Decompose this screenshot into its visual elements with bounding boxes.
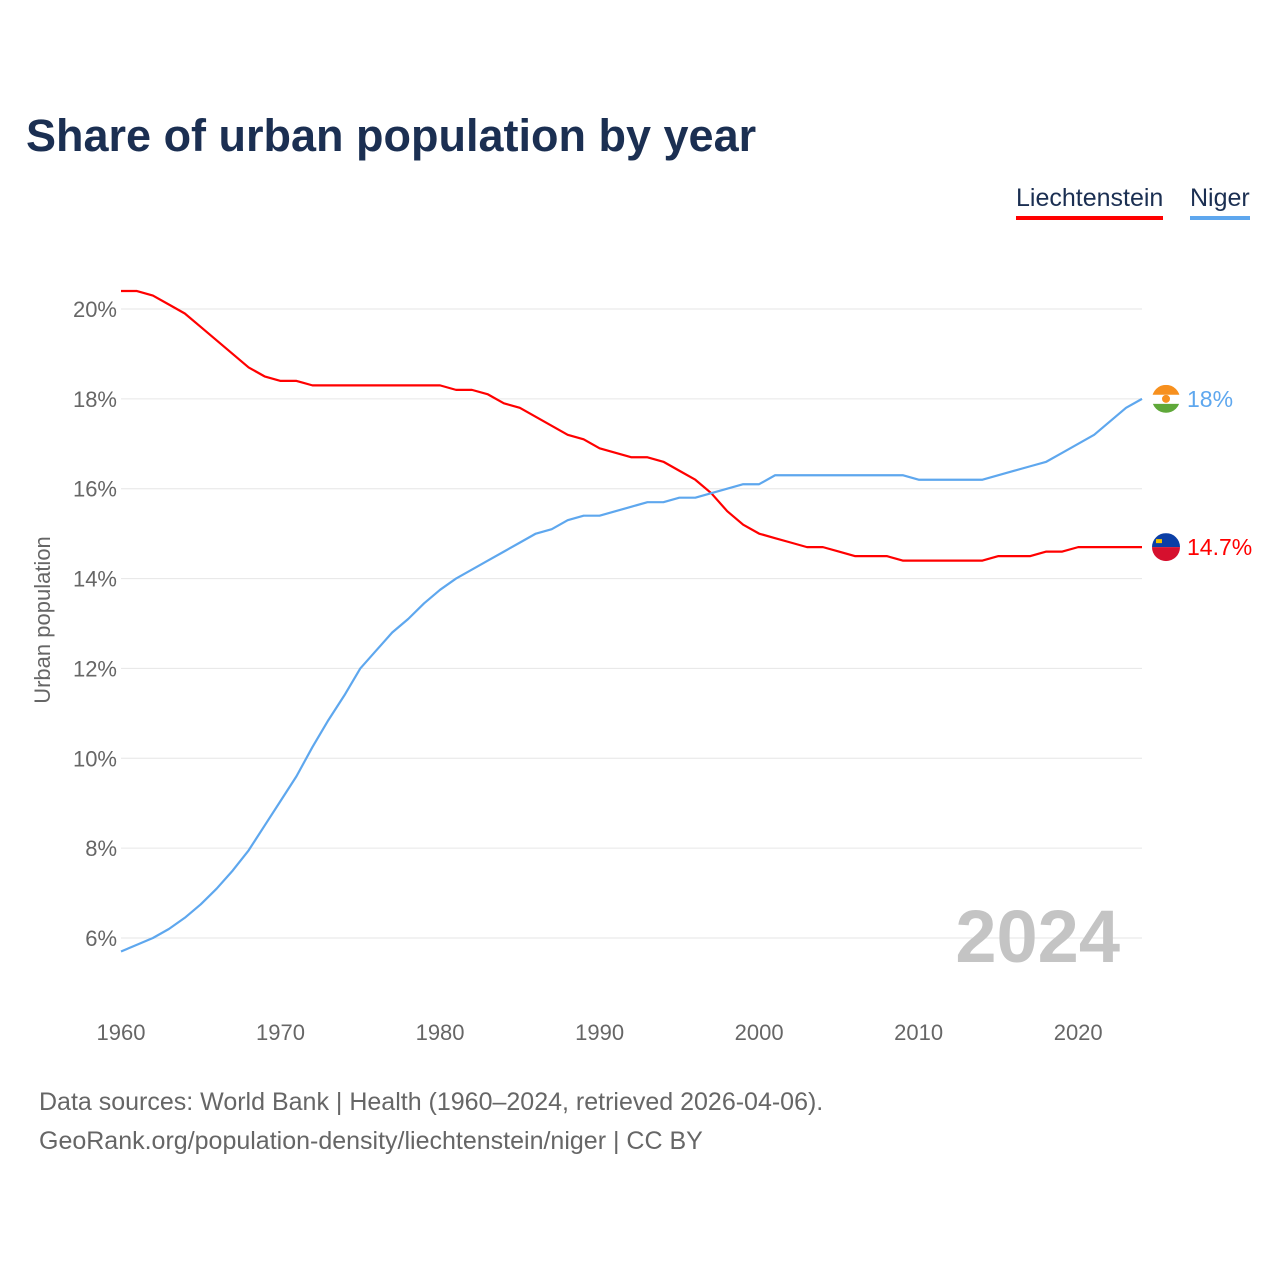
x-tick-label: 2020 (1054, 1020, 1103, 1045)
crown-icon (1156, 539, 1162, 544)
niger-flag-icon (1162, 394, 1170, 403)
x-tick-label: 1980 (416, 1020, 465, 1045)
y-tick-label: 18% (73, 387, 117, 412)
end-label-niger: 18% (1187, 386, 1233, 412)
x-tick-label: 1970 (256, 1020, 305, 1045)
y-tick-label: 14% (73, 567, 117, 592)
x-tick-label: 1990 (575, 1020, 624, 1045)
series-line-liechtenstein (121, 289, 1142, 562)
y-tick-label: 8% (85, 836, 117, 861)
liechtenstein-flag-icon (1152, 533, 1180, 548)
x-tick-label: 1960 (97, 1020, 146, 1045)
footer-credit: GeoRank.org/population-density/liechtens… (39, 1127, 703, 1155)
y-tick-label: 12% (73, 656, 117, 681)
series-line-niger (120, 397, 1143, 953)
y-tick-label: 10% (73, 746, 117, 771)
y-tick-label: 16% (73, 477, 117, 502)
niger-flag-icon (1152, 384, 1180, 395)
x-tick-label: 2010 (894, 1020, 943, 1045)
y-axis-label: Urban population (30, 536, 55, 704)
end-label-liechtenstein: 14.7% (1187, 534, 1252, 560)
legend-liechtenstein[interactable]: Liechtenstein (1016, 184, 1164, 220)
x-tick-label: 2000 (735, 1020, 784, 1045)
footer-sources: Data sources: World Bank | Health (1960–… (39, 1088, 824, 1116)
legend-niger[interactable]: Niger (1190, 184, 1250, 220)
chart-title: Share of urban population by year (26, 110, 757, 161)
y-tick-label: 6% (85, 926, 117, 951)
y-tick-label: 20% (73, 297, 117, 322)
year-watermark: 2024 (955, 895, 1120, 978)
liechtenstein-flag-icon (1152, 547, 1180, 562)
niger-flag-icon (1152, 403, 1180, 413)
